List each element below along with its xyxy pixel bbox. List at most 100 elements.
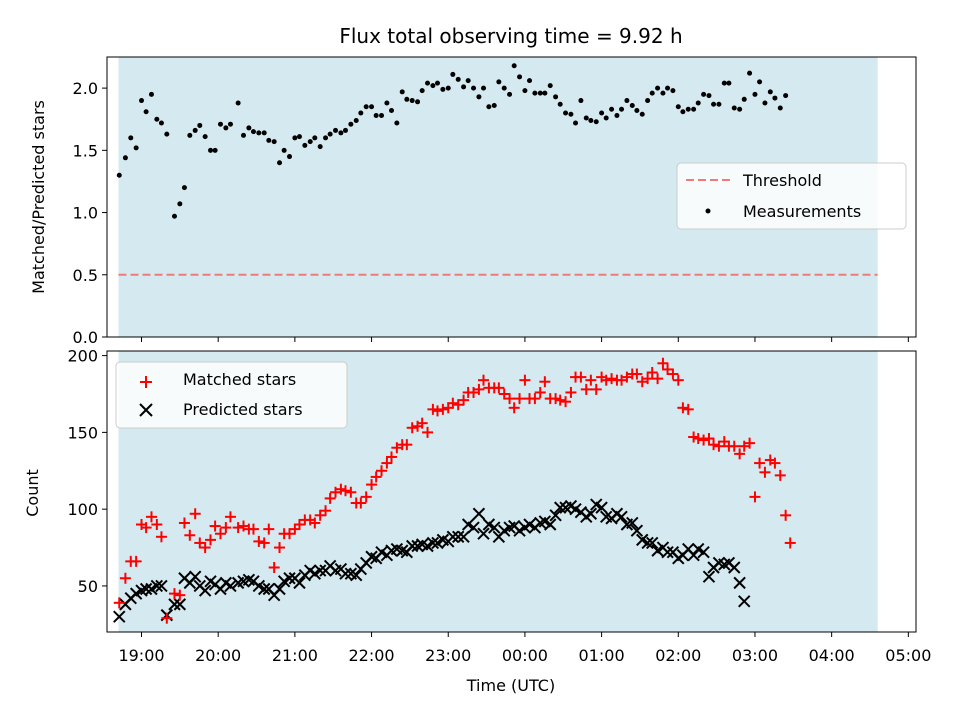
measurement-point <box>486 104 492 110</box>
measurement-point <box>181 185 187 191</box>
measurement-point <box>461 84 467 90</box>
predicted-star-point <box>188 570 202 583</box>
predicted-star-point <box>139 582 153 596</box>
measurement-point <box>409 98 415 104</box>
measurement-point <box>711 101 717 107</box>
predicted-star-point <box>350 568 363 582</box>
matched-star-point <box>784 537 796 549</box>
measurement-point <box>164 131 170 137</box>
measurement-point <box>553 94 559 100</box>
chart-title: Flux total observing time = 9.92 h <box>339 24 682 48</box>
matched-star-point <box>355 497 367 509</box>
matched-star-point <box>580 383 592 395</box>
measurement-point <box>695 100 701 106</box>
ratio-y-tick-label: 0.5 <box>73 266 98 285</box>
matched-star-point <box>529 393 541 405</box>
measurement-point <box>425 80 431 86</box>
measurement-point <box>139 98 145 104</box>
predicted-star-point <box>168 598 181 611</box>
matched-star-point <box>504 393 516 405</box>
matched-star-point <box>698 434 710 446</box>
measurement-point <box>547 83 553 89</box>
count-x-tick-label: 00:00 <box>502 646 548 665</box>
measurement-point <box>192 127 198 133</box>
measurement-point <box>593 119 599 125</box>
matched-star-point <box>642 373 654 385</box>
count-x-tick-label: 02:00 <box>655 646 701 665</box>
matched-star-point <box>258 537 270 549</box>
predicted-star-point <box>630 524 644 537</box>
matched-star-point <box>268 562 280 574</box>
measurement-point <box>747 70 753 76</box>
predicted-star-point <box>155 579 168 593</box>
measurement-point <box>675 104 681 110</box>
measurement-point <box>312 135 318 141</box>
measurement-point <box>246 125 252 131</box>
measurement-point <box>649 90 655 96</box>
predicted-star-point <box>584 507 598 520</box>
measurement-point <box>133 145 139 151</box>
matched-star-point <box>406 422 418 434</box>
matched-star-point <box>320 505 332 517</box>
measurement-point <box>670 88 676 94</box>
measurement-point <box>358 110 364 116</box>
measurement-point <box>583 115 589 121</box>
predicted-star-point <box>702 570 716 583</box>
matched-star-point <box>458 394 470 406</box>
measurement-point <box>522 88 528 94</box>
measurement-point <box>419 88 425 94</box>
measurement-point <box>363 104 369 110</box>
measurement-point <box>342 127 348 133</box>
measurement-point <box>217 121 223 127</box>
measurement-point <box>767 89 773 95</box>
measurement-point <box>532 90 538 96</box>
count-x-axis-label: Time (UTC) <box>466 676 555 695</box>
measurement-point <box>665 85 671 91</box>
measurement-point <box>250 129 256 135</box>
matched-star-point <box>161 612 173 624</box>
predicted-star-point <box>257 582 271 596</box>
matched-star-point <box>447 397 459 409</box>
predicted-star-point <box>472 507 486 520</box>
matched-star-point <box>189 508 201 520</box>
predicted-star-point <box>457 530 470 544</box>
matched-star-point <box>178 517 190 529</box>
matched-star-point <box>274 542 286 554</box>
legend-threshold-label: Threshold <box>742 171 822 190</box>
matched-star-point <box>140 522 152 534</box>
measurement-point <box>212 147 218 153</box>
matched-star-point <box>168 588 180 600</box>
measurement-point <box>394 120 400 126</box>
measurement-point <box>685 106 691 112</box>
matched-star-point <box>422 426 434 438</box>
measurement-point <box>302 142 308 148</box>
matched-star-point <box>478 374 490 386</box>
measurement-point <box>373 112 379 118</box>
measurement-point <box>323 135 329 141</box>
measurement-point <box>639 111 645 117</box>
matched-star-point <box>749 491 761 503</box>
predicted-star-point <box>477 527 490 540</box>
predicted-star-point <box>738 595 751 608</box>
measurement-point <box>629 103 635 109</box>
matched-star-point <box>606 373 618 385</box>
ratio-legend: Threshold Measurements <box>676 162 907 230</box>
matched-star-point <box>385 451 397 463</box>
matched-star-point <box>692 433 704 445</box>
matched-star-point <box>473 383 485 395</box>
measurement-point <box>507 91 513 97</box>
matched-star-point <box>155 531 167 543</box>
matched-star-point <box>174 589 186 601</box>
measurement-point <box>333 127 339 133</box>
predicted-star-point <box>544 518 557 531</box>
matched-star-point <box>514 393 526 405</box>
measurement-point <box>227 121 233 127</box>
matched-star-point <box>151 519 163 531</box>
measurement-point <box>197 122 203 128</box>
matched-star-point <box>247 523 259 535</box>
measurement-point <box>384 100 390 106</box>
predicted-star-point <box>339 567 352 580</box>
matched-star-point <box>657 357 669 369</box>
matched-star-point <box>734 448 746 460</box>
measurement-point <box>557 101 563 107</box>
